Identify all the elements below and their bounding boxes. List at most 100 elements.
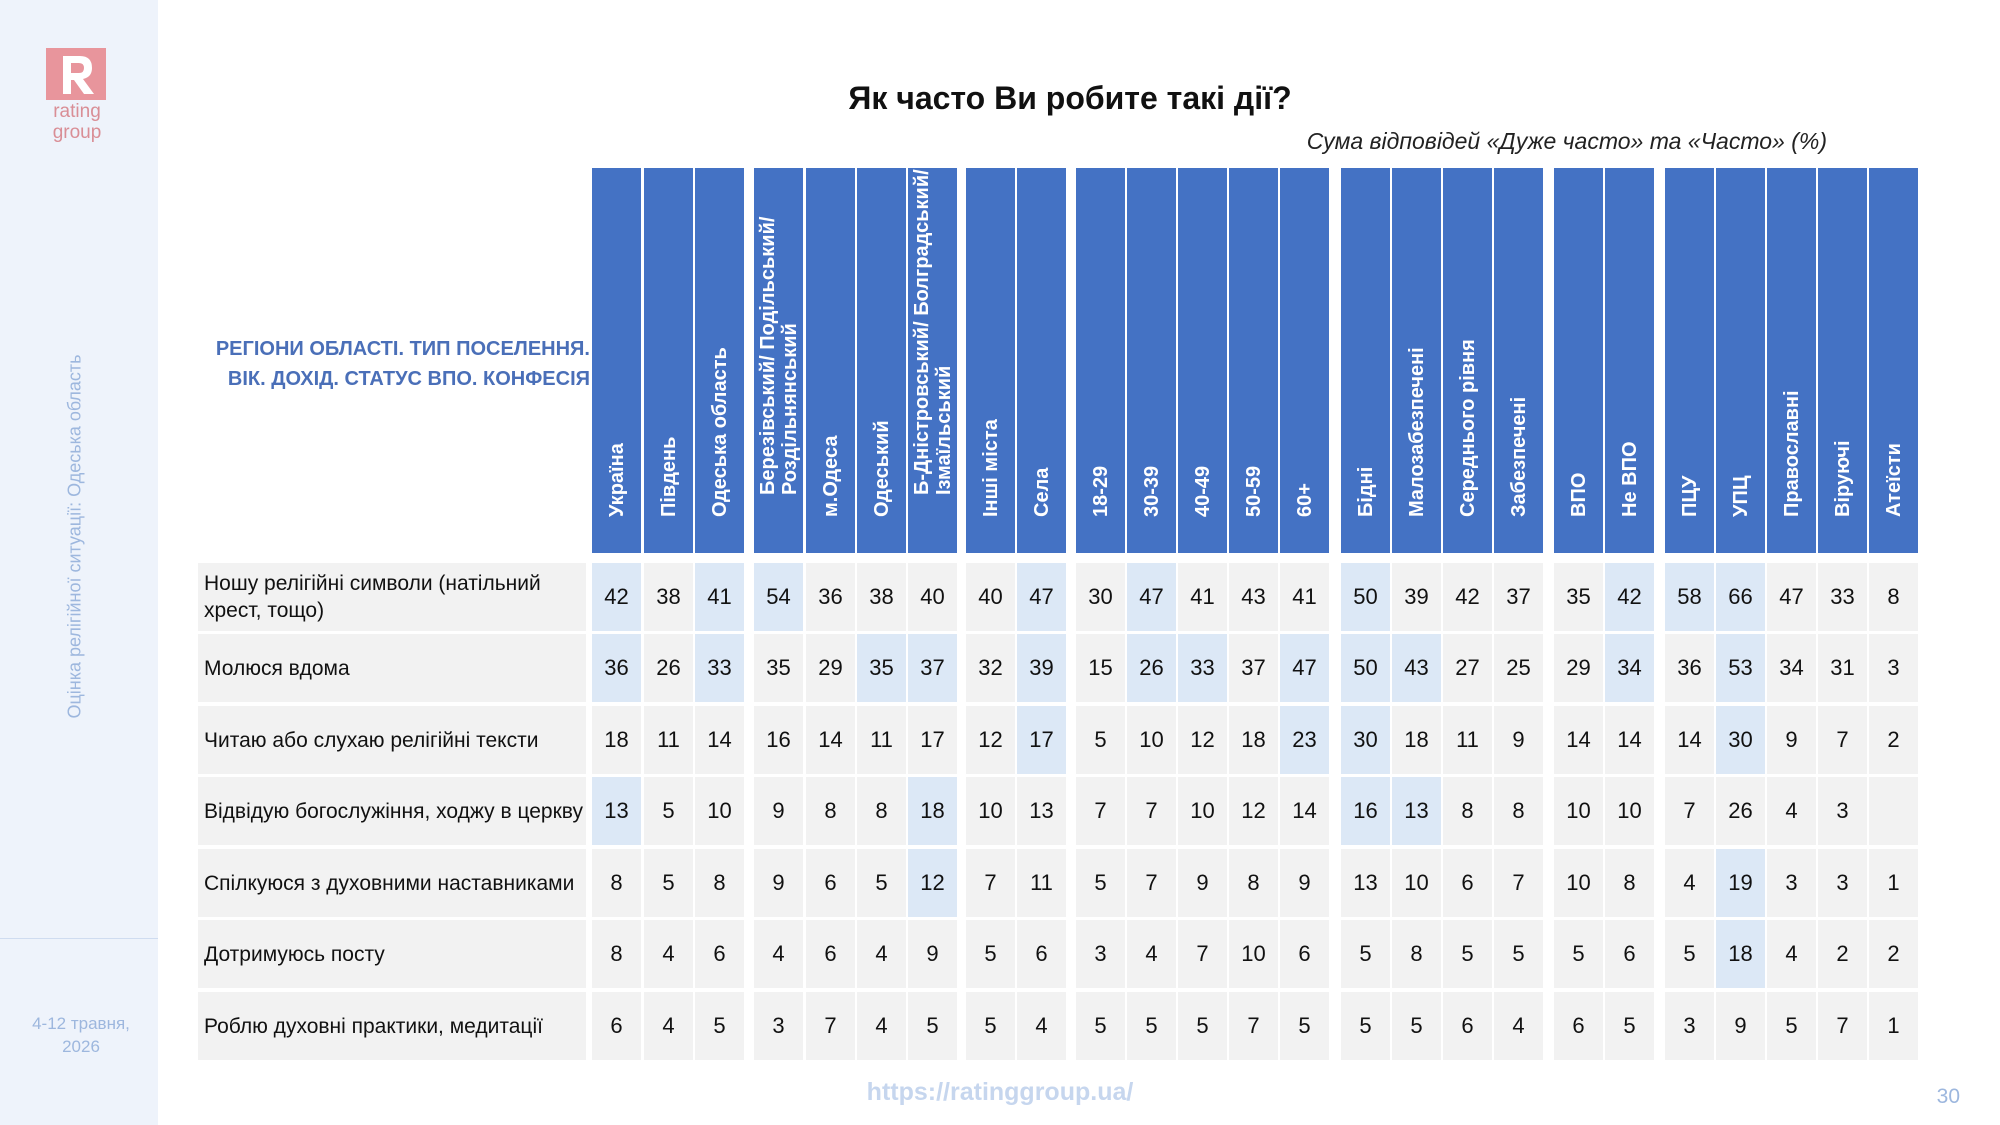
column-header-label: Україна — [605, 443, 628, 517]
column-header: м.Одеса — [806, 168, 855, 553]
table-cell: 5 — [1494, 920, 1543, 988]
table-cell: 5 — [908, 992, 957, 1060]
column-header-label: Атеїсти — [1882, 443, 1905, 517]
table-cell: 10 — [1605, 777, 1654, 845]
table-cell: 42 — [1443, 563, 1492, 631]
table-cell: 16 — [1341, 777, 1390, 845]
table-cell: 3 — [1818, 849, 1867, 917]
table-cell: 4 — [1494, 992, 1543, 1060]
table-cell: 5 — [1341, 992, 1390, 1060]
table-cell: 36 — [1665, 634, 1714, 702]
column-header-label: Села — [1030, 467, 1053, 517]
column-header-label: м.Одеса — [819, 435, 842, 517]
table-cell: 18 — [1716, 920, 1765, 988]
column-header: 50-59 — [1229, 168, 1278, 553]
table-cell: 8 — [1443, 777, 1492, 845]
row-label: Читаю або слухаю релігійні тексти — [198, 706, 586, 774]
table-cell: 14 — [695, 706, 744, 774]
table-cell: 39 — [1017, 634, 1066, 702]
table-cell: 33 — [1818, 563, 1867, 631]
table-cell: 4 — [1767, 920, 1816, 988]
column-header: 30-39 — [1127, 168, 1176, 553]
table-cell: 26 — [1716, 777, 1765, 845]
column-header-label: Не ВПО — [1618, 441, 1641, 518]
table-cell: 38 — [644, 563, 693, 631]
row-label: Відвідую богослужіння, ходжу в церкву — [198, 777, 586, 845]
table-cell: 58 — [1665, 563, 1714, 631]
report-title-vertical: Оцінка релігійної ситуації: Одеська обла… — [64, 354, 85, 719]
sidebar-divider — [0, 938, 158, 939]
table-cell: 3 — [1076, 920, 1125, 988]
table-cell: 7 — [1127, 849, 1176, 917]
table-cell: 14 — [806, 706, 855, 774]
table-cell: 10 — [1554, 777, 1603, 845]
column-header-label: Інші міста — [979, 419, 1002, 517]
column-header: Україна — [592, 168, 641, 553]
table-cell: 6 — [1443, 849, 1492, 917]
table-cell: 5 — [1341, 920, 1390, 988]
column-header: ВПО — [1554, 168, 1603, 553]
table-cell: 37 — [908, 634, 957, 702]
table-cell: 17 — [908, 706, 957, 774]
table-cell: 41 — [1280, 563, 1329, 631]
row-label: Дотримуюсь посту — [198, 920, 586, 988]
table-cell: 10 — [1127, 706, 1176, 774]
report-date: 4-12 травня, 2026 — [32, 1014, 130, 1056]
table-cell: 17 — [1017, 706, 1066, 774]
table-cell: 5 — [695, 992, 744, 1060]
table-cell: 26 — [644, 634, 693, 702]
table-cell: 3 — [1818, 777, 1867, 845]
table-cell: 3 — [1767, 849, 1816, 917]
table-cell: 18 — [908, 777, 957, 845]
table-cell: 5 — [1076, 849, 1125, 917]
row-label: Спілкуюся з духовними наставниками — [198, 849, 586, 917]
table-cell: 8 — [1869, 563, 1918, 631]
table-cell: 9 — [1280, 849, 1329, 917]
table-cell: 5 — [1392, 992, 1441, 1060]
logo-r-icon — [46, 48, 106, 100]
table-cell: 5 — [644, 777, 693, 845]
column-header: Села — [1017, 168, 1066, 553]
column-header-label: 40-49 — [1191, 465, 1214, 517]
row-label: Ношу релігійні символи (натільний хрест,… — [198, 563, 586, 631]
table-cell: 9 — [1767, 706, 1816, 774]
sidebar: rating group Оцінка релігійної ситуації:… — [0, 0, 158, 1125]
column-header-label: Середнього рівня — [1456, 339, 1479, 517]
column-header-label: Південь — [657, 436, 680, 517]
column-header: Березівський/ Подільський/ Роздільнянськ… — [754, 168, 803, 553]
table-cell: 9 — [1494, 706, 1543, 774]
table-cell: 10 — [966, 777, 1015, 845]
table-cell: 5 — [1443, 920, 1492, 988]
table-cell: 50 — [1341, 634, 1390, 702]
table-cell: 6 — [806, 849, 855, 917]
table-cell: 11 — [857, 706, 906, 774]
table-cell: 27 — [1443, 634, 1492, 702]
row-label: Роблю духовні практики, медитації — [198, 992, 586, 1060]
table-cell: 2 — [1869, 706, 1918, 774]
table-cell: 29 — [1554, 634, 1603, 702]
column-header: Одеська область — [695, 168, 744, 553]
table-cell: 41 — [695, 563, 744, 631]
footer-url[interactable]: https://ratinggroup.ua/ — [866, 1078, 1134, 1106]
table-cell: 4 — [644, 920, 693, 988]
column-header: Малозабезпечені — [1392, 168, 1441, 553]
table-cell: 1 — [1869, 849, 1918, 917]
table-cell: 8 — [857, 777, 906, 845]
table-cell: 5 — [1178, 992, 1227, 1060]
column-header-label: УПЦ — [1729, 475, 1752, 517]
table-cell: 6 — [1017, 920, 1066, 988]
table-cell: 35 — [754, 634, 803, 702]
table-cell: 25 — [1494, 634, 1543, 702]
column-header-label: Одеська область — [708, 347, 731, 517]
table-cell: 9 — [754, 777, 803, 845]
column-header: Середнього рівня — [1443, 168, 1492, 553]
table-cell: 10 — [1178, 777, 1227, 845]
table-cell: 13 — [1017, 777, 1066, 845]
table-cell: 7 — [1665, 777, 1714, 845]
table-cell: 7 — [1127, 777, 1176, 845]
table-cell: 29 — [806, 634, 855, 702]
table-cell: 8 — [592, 920, 641, 988]
table-cell: 8 — [1494, 777, 1543, 845]
logo-text-group: group — [52, 122, 102, 143]
table-cell: 43 — [1392, 634, 1441, 702]
